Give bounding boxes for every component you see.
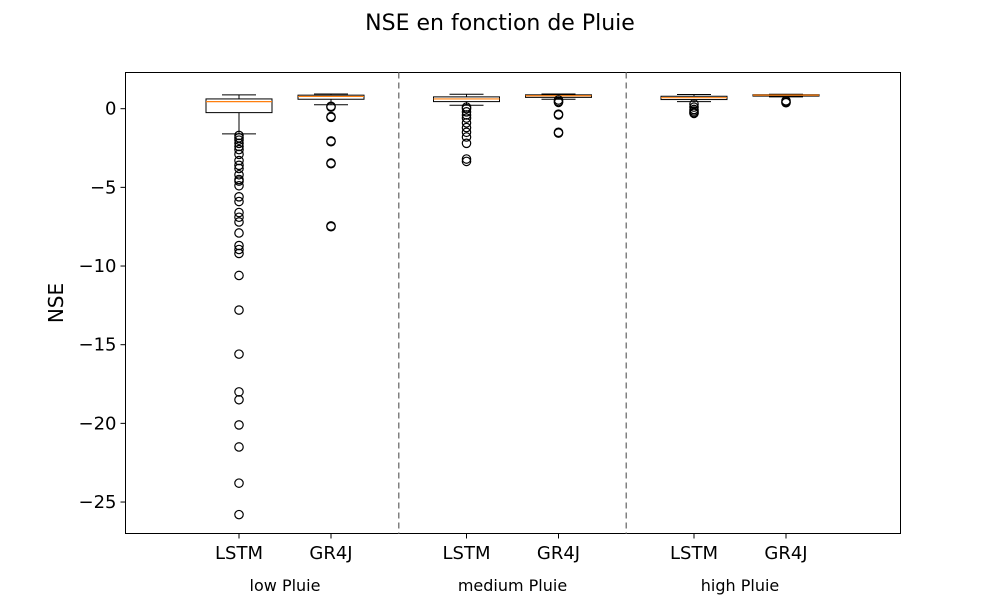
- x-axis: low Pluie LSTM GR4J medium Pluie LSTM GR4J hig…: [215, 533, 808, 595]
- outlier-point: [234, 138, 244, 149]
- outlier-point: [553, 128, 564, 138]
- outlier-point: [461, 154, 472, 164]
- outlier-point: [461, 122, 472, 133]
- y-tick-label: −25: [79, 492, 117, 513]
- outlier-point: [234, 196, 244, 207]
- outlier-point: [553, 97, 564, 108]
- outlier-point: [461, 156, 472, 167]
- y-axis: 0 −5 −10 −15 −20 −25: [79, 99, 126, 513]
- outlier-point: [234, 191, 244, 202]
- outlier-point: [326, 112, 336, 123]
- outlier-point: [234, 478, 244, 488]
- y-axis-label: NSE: [44, 283, 68, 323]
- outlier-point: [461, 127, 472, 138]
- outlier-point: [326, 136, 336, 147]
- outlier-point: [234, 149, 244, 160]
- box-lstm: [433, 93, 500, 167]
- outlier-point: [553, 110, 564, 120]
- outlier-point: [234, 163, 244, 174]
- outlier-point: [234, 228, 244, 238]
- y-tick-label: −20: [79, 413, 117, 434]
- outlier-point: [461, 113, 472, 123]
- y-tick-label: −15: [79, 335, 117, 356]
- outlier-point: [234, 135, 244, 145]
- outlier-point: [326, 221, 336, 232]
- outlier-point: [234, 217, 244, 227]
- outlier-point: [234, 169, 244, 180]
- outlier-point: [326, 101, 336, 112]
- box-series: [205, 93, 820, 520]
- box-gr4j: [297, 93, 365, 232]
- outlier-point: [326, 158, 336, 169]
- outlier-point: [781, 97, 791, 108]
- outlier-point: [234, 207, 244, 218]
- group-label: medium Pluie: [458, 576, 567, 595]
- outlier-point: [234, 212, 244, 223]
- outlier-point: [234, 160, 244, 171]
- group-separators: [398, 72, 627, 534]
- x-tick-label: LSTM: [215, 543, 263, 564]
- outlier-point: [461, 132, 472, 142]
- outlier-point: [234, 442, 244, 452]
- x-tick-label: GR4J: [309, 543, 352, 564]
- outlier-point: [234, 387, 244, 397]
- y-tick-label: 0: [105, 99, 116, 120]
- outlier-point: [234, 244, 244, 255]
- outlier-point: [461, 138, 472, 149]
- box-gr4j: [525, 93, 592, 138]
- outlier-point: [689, 108, 699, 119]
- outlier-point: [234, 248, 244, 259]
- outlier-point: [234, 420, 244, 430]
- x-tick-label: LSTM: [443, 543, 491, 564]
- outlier-point: [234, 270, 244, 281]
- box-lstm: [205, 94, 273, 520]
- x-tick-label: LSTM: [670, 543, 718, 564]
- plot-frame: [125, 72, 901, 534]
- outlier-point: [234, 509, 244, 520]
- chart-title: NSE en fonction de Pluie: [365, 11, 635, 36]
- box-iqr: [297, 94, 365, 100]
- box-lstm: [660, 94, 728, 119]
- outlier-point: [461, 118, 472, 128]
- y-tick-label: −5: [90, 177, 117, 198]
- box-gr4j: [752, 93, 820, 108]
- box-iqr: [205, 98, 273, 114]
- outlier-point: [234, 180, 244, 191]
- group-label: high Pluie: [701, 576, 780, 595]
- outlier-point: [234, 349, 244, 359]
- outlier-point: [461, 107, 472, 117]
- x-tick-label: GR4J: [764, 543, 807, 564]
- y-tick-label: −10: [79, 256, 117, 277]
- outlier-point: [234, 305, 244, 315]
- x-tick-label: GR4J: [537, 543, 580, 564]
- group-label: low Pluie: [250, 576, 321, 595]
- outlier-point: [689, 102, 699, 112]
- outlier-point: [234, 176, 244, 186]
- outlier-point: [234, 394, 244, 405]
- outlier-point: [234, 144, 244, 155]
- outlier-point: [461, 103, 472, 114]
